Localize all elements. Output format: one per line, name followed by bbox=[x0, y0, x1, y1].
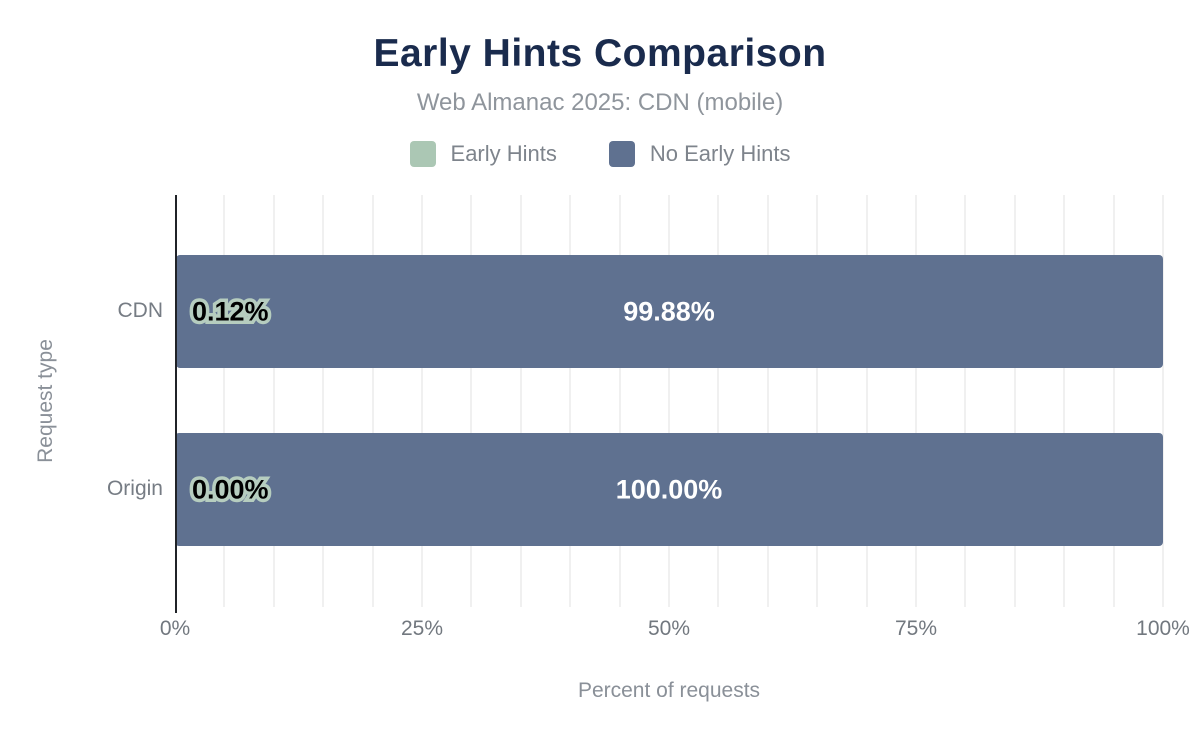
bar-cdn: 0.12% 99.88% bbox=[175, 255, 1163, 368]
legend-label: No Early Hints bbox=[649, 141, 791, 166]
gridline bbox=[1063, 195, 1066, 607]
x-tick-100: 100% bbox=[1136, 617, 1190, 640]
gridline bbox=[1013, 195, 1016, 607]
no-early-hints-swatch-icon bbox=[608, 141, 635, 167]
category-label-origin: Origin bbox=[106, 477, 163, 500]
y-axis-title: Request type bbox=[34, 339, 57, 463]
x-tick-25: 25% bbox=[400, 617, 444, 640]
gridline bbox=[816, 195, 819, 607]
gridline bbox=[569, 195, 572, 607]
bar-segment-origin-no-early-hints bbox=[175, 433, 1163, 546]
early-hints-swatch-icon bbox=[409, 141, 436, 167]
gridline bbox=[223, 195, 226, 607]
chart-title: Early Hints Comparison bbox=[373, 32, 827, 75]
gridline bbox=[1112, 195, 1115, 607]
gridline bbox=[618, 195, 621, 607]
x-tick-75: 75% bbox=[894, 617, 938, 640]
legend: Early Hints No Early Hints bbox=[0, 141, 1200, 167]
value-label-origin-no-early-hints: 100.00% bbox=[615, 474, 723, 504]
gridline bbox=[865, 195, 868, 607]
bar-segment-cdn-no-early-hints bbox=[176, 255, 1163, 368]
category-label-cdn: CDN bbox=[117, 299, 164, 322]
gridline bbox=[964, 195, 967, 607]
gridline bbox=[519, 195, 522, 607]
x-axis-ticks: 0% 25% 50% 75% 100% bbox=[160, 617, 1190, 643]
plot-area: 0.12% 99.88% 0.00% 100.00% bbox=[175, 195, 1164, 613]
legend-item-early-hints: Early Hints bbox=[409, 141, 557, 167]
gridline bbox=[421, 195, 423, 607]
value-label-origin-early-hints: 0.00% bbox=[192, 474, 269, 505]
bar-origin: 0.00% 100.00% bbox=[175, 433, 1163, 546]
gridline bbox=[371, 195, 374, 607]
chart-subtitle: Web Almanac 2025: CDN (mobile) bbox=[416, 89, 784, 116]
legend-label: Early Hints bbox=[450, 141, 557, 166]
gridline bbox=[322, 195, 325, 607]
gridline bbox=[272, 195, 275, 607]
gridline bbox=[766, 195, 769, 607]
legend-item-no-early-hints: No Early Hints bbox=[608, 141, 791, 167]
gridline bbox=[470, 195, 473, 607]
x-axis-title: Percent of requests bbox=[577, 679, 761, 702]
x-tick-0: 0% bbox=[159, 617, 191, 640]
x-tick-50: 50% bbox=[647, 617, 691, 640]
gridline bbox=[668, 195, 670, 607]
gridline bbox=[915, 195, 917, 607]
gridline bbox=[1162, 195, 1164, 607]
value-label-cdn-early-hints: 0.12% bbox=[192, 296, 269, 327]
y-axis-line bbox=[175, 195, 177, 613]
value-label-cdn-no-early-hints: 99.88% bbox=[623, 296, 715, 326]
gridline bbox=[717, 195, 720, 607]
